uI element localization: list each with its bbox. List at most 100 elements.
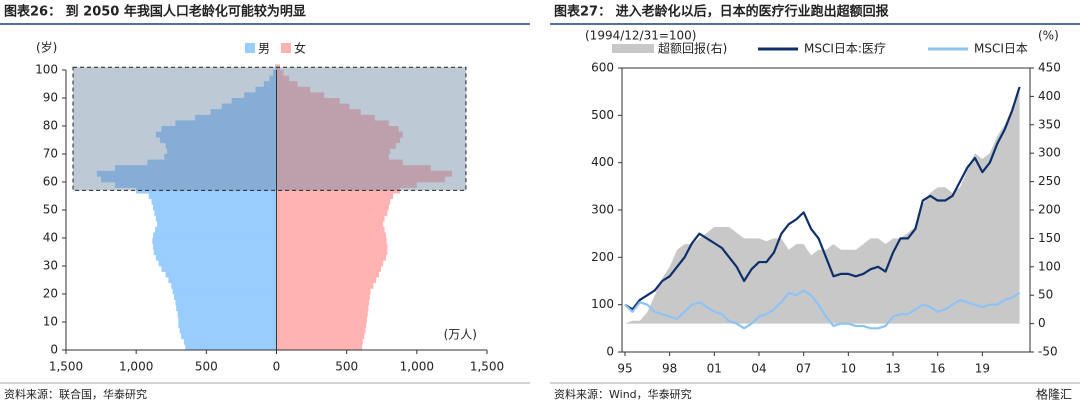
bar xyxy=(155,226,277,233)
bar xyxy=(161,126,277,132)
legend-label: 男 xyxy=(258,42,270,56)
x-tick-label: 500 xyxy=(195,360,218,374)
legend-label: MSCI日本:医疗 xyxy=(804,42,886,56)
bar xyxy=(269,75,277,82)
legend-label: 女 xyxy=(294,41,306,56)
y-axis-label: (岁) xyxy=(36,40,57,55)
bar xyxy=(276,170,452,177)
bar xyxy=(276,327,366,334)
bar xyxy=(158,260,277,267)
bar xyxy=(276,310,368,317)
bar xyxy=(167,148,277,155)
x-axis-label: (万人) xyxy=(444,328,477,342)
y2-axis-label: (%) xyxy=(1038,29,1059,43)
bar xyxy=(178,322,277,328)
bar xyxy=(195,114,277,121)
y2-tick-label: 250 xyxy=(1038,174,1061,188)
line xyxy=(624,86,1021,311)
bar xyxy=(276,187,400,194)
bar xyxy=(155,131,277,138)
y-tick-label: 40 xyxy=(43,231,58,245)
bar xyxy=(153,232,277,239)
bar xyxy=(115,165,277,172)
bar xyxy=(221,103,277,110)
x-tick-label: 500 xyxy=(335,360,358,374)
bar xyxy=(178,316,277,323)
y-tick-label: 100 xyxy=(35,63,58,77)
bar xyxy=(276,226,385,233)
bar xyxy=(276,131,403,138)
bar xyxy=(276,333,365,340)
bar xyxy=(276,176,445,183)
bar xyxy=(276,70,284,76)
bar xyxy=(185,344,277,351)
y-tick-label: 400 xyxy=(591,155,614,169)
chart-title: 图表27： 进入老龄化以后，日本的医疗行业跑出超额回报 xyxy=(554,4,890,20)
bar xyxy=(151,198,277,205)
y-tick-label: 30 xyxy=(43,259,58,273)
bar xyxy=(276,271,379,278)
y-tick-label: 200 xyxy=(591,250,614,264)
bar xyxy=(276,232,386,239)
bar xyxy=(276,316,368,323)
area xyxy=(624,90,1020,324)
x-tick-label: 13 xyxy=(885,362,900,376)
y2-tick-label: 0 xyxy=(1038,316,1046,330)
bar xyxy=(276,109,361,116)
bar xyxy=(276,338,363,345)
y-tick-label: 0 xyxy=(50,343,58,357)
x-tick-label: 98 xyxy=(662,362,677,376)
bar xyxy=(276,159,403,166)
bar xyxy=(175,120,277,127)
bar xyxy=(174,294,277,300)
bar xyxy=(276,165,431,172)
bar xyxy=(276,305,369,312)
bar xyxy=(276,86,311,93)
bar xyxy=(276,103,350,110)
bar xyxy=(276,182,417,188)
bar xyxy=(181,333,277,340)
y-tick-label: 0 xyxy=(606,345,614,359)
y2-tick-label: 100 xyxy=(1038,259,1061,273)
y2-tick-label: 200 xyxy=(1038,203,1061,217)
bar xyxy=(276,215,385,222)
legend-label: 超额回报(右) xyxy=(658,41,727,56)
bar xyxy=(276,221,384,228)
bar xyxy=(276,254,386,261)
bar xyxy=(155,254,277,261)
bar xyxy=(276,249,388,256)
bar xyxy=(136,187,277,194)
bar xyxy=(276,210,388,216)
bar xyxy=(276,81,298,88)
bar xyxy=(210,109,277,116)
bar xyxy=(272,70,277,76)
bar xyxy=(276,114,375,121)
bar xyxy=(276,204,389,211)
bar xyxy=(276,294,370,300)
bar xyxy=(175,299,277,306)
bar xyxy=(147,159,277,166)
bar xyxy=(276,154,389,160)
x-tick-label: 10 xyxy=(841,362,856,376)
bar xyxy=(160,137,277,144)
bar xyxy=(276,299,370,306)
x-tick-label: 01 xyxy=(707,362,722,376)
bar xyxy=(276,75,290,82)
y-tick-label: 10 xyxy=(43,315,58,329)
y2-tick-label: 300 xyxy=(1038,146,1061,160)
bar xyxy=(263,81,277,88)
x-tick-label: 07 xyxy=(796,362,811,376)
bar xyxy=(276,98,340,104)
x-tick-label: 1,000 xyxy=(400,360,434,374)
bar xyxy=(179,327,277,334)
bar xyxy=(154,210,277,216)
bar xyxy=(275,64,277,71)
bar xyxy=(276,148,391,155)
y-tick-label: 70 xyxy=(43,147,58,161)
annotation: (1994/12/31=100) xyxy=(585,29,697,43)
x-tick-label: 16 xyxy=(930,362,945,376)
y-tick-label: 100 xyxy=(591,297,614,311)
bar xyxy=(155,215,277,222)
bar xyxy=(231,98,277,104)
x-tick-label: 1,500 xyxy=(470,360,504,374)
